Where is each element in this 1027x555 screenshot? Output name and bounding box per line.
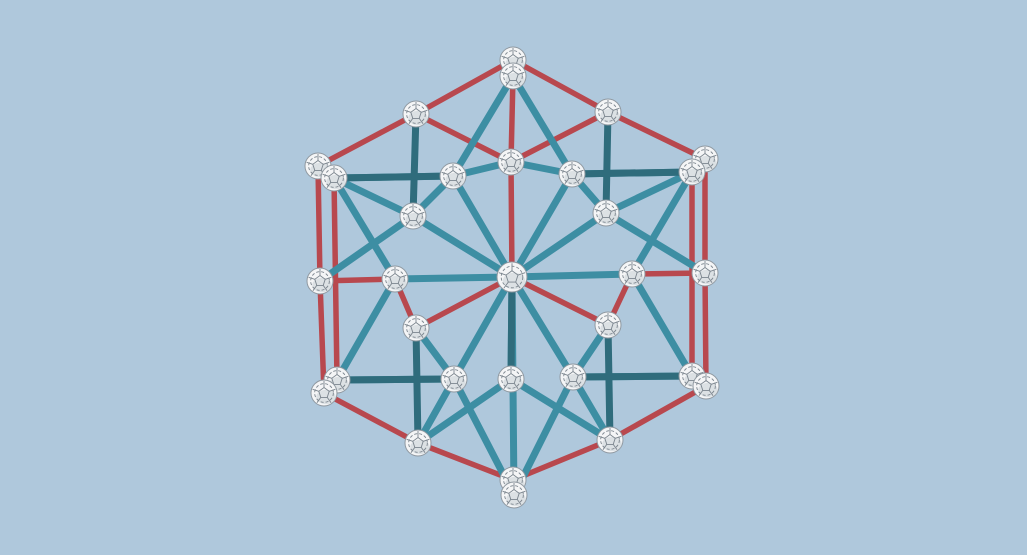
- dark-teal-strut: [569, 372, 696, 381]
- node-sphere[interactable]: [306, 267, 334, 295]
- red-strut: [508, 159, 515, 280]
- teal-strut: [450, 273, 516, 383]
- node-sphere[interactable]: [497, 148, 525, 176]
- red-strut: [317, 278, 327, 396]
- node-sphere[interactable]: [678, 158, 706, 186]
- red-strut: [413, 57, 516, 117]
- node-sphere[interactable]: [404, 429, 432, 457]
- red-strut: [415, 440, 516, 483]
- node-sphere[interactable]: [691, 259, 719, 287]
- node-sphere[interactable]: [310, 379, 338, 407]
- teal-strut: [628, 270, 696, 380]
- red-strut: [321, 390, 421, 446]
- node-sphere[interactable]: [402, 314, 430, 342]
- teal-strut: [449, 172, 516, 281]
- dark-teal-strut: [412, 324, 422, 447]
- teal-strut: [507, 375, 614, 444]
- node-sphere[interactable]: [402, 100, 430, 128]
- teal-strut: [602, 209, 709, 277]
- dark-teal-strut: [507, 273, 516, 383]
- red-strut: [508, 73, 516, 165]
- node-sphere[interactable]: [500, 481, 528, 509]
- node-sphere[interactable]: [592, 199, 620, 227]
- dark-teal-strut: [409, 110, 420, 220]
- teal-strut: [414, 375, 515, 447]
- teal-strut: [449, 72, 517, 180]
- teal-strut: [628, 168, 696, 278]
- node-sphere[interactable]: [440, 365, 468, 393]
- node-sphere[interactable]: [559, 363, 587, 391]
- red-strut: [315, 163, 323, 284]
- red-strut: [605, 109, 708, 162]
- node-sphere[interactable]: [558, 160, 586, 188]
- node-sphere[interactable]: [497, 365, 525, 393]
- node-sphere[interactable]: [594, 98, 622, 126]
- node-sphere[interactable]: [320, 164, 348, 192]
- node-sphere[interactable]: [594, 311, 622, 339]
- node-sphere[interactable]: [381, 265, 409, 293]
- red-strut: [702, 270, 709, 389]
- dark-teal-strut: [333, 375, 458, 384]
- teal-strut: [333, 275, 399, 384]
- dark-teal-strut: [604, 321, 614, 444]
- teal-strut: [508, 170, 576, 281]
- teal-strut: [330, 174, 417, 220]
- teal-strut: [508, 273, 577, 381]
- red-strut: [413, 111, 514, 165]
- node-sphere[interactable]: [496, 261, 528, 293]
- teal-strut: [602, 168, 696, 217]
- red-strut: [510, 437, 613, 483]
- red-strut: [508, 109, 611, 165]
- node-sphere[interactable]: [399, 202, 427, 230]
- teal-strut: [391, 273, 516, 283]
- teal-strut: [409, 212, 516, 281]
- red-strut: [315, 111, 419, 169]
- teal-strut: [316, 212, 417, 285]
- node-sphere[interactable]: [439, 162, 467, 190]
- red-strut: [413, 274, 515, 331]
- red-strut: [607, 383, 709, 443]
- node-sphere[interactable]: [499, 62, 527, 90]
- teal-strut: [508, 209, 610, 281]
- node-sphere[interactable]: [692, 372, 720, 400]
- teal-strut: [508, 270, 636, 281]
- red-strut: [509, 274, 611, 328]
- dark-teal-strut: [602, 108, 612, 217]
- red-strut: [510, 57, 611, 115]
- nodes-layer: [304, 46, 720, 509]
- dark-teal-strut: [330, 172, 457, 182]
- teal-strut: [509, 72, 576, 178]
- node-sphere[interactable]: [618, 260, 646, 288]
- node-sphere[interactable]: [596, 426, 624, 454]
- dark-teal-strut: [568, 168, 696, 178]
- teal-strut: [330, 174, 399, 283]
